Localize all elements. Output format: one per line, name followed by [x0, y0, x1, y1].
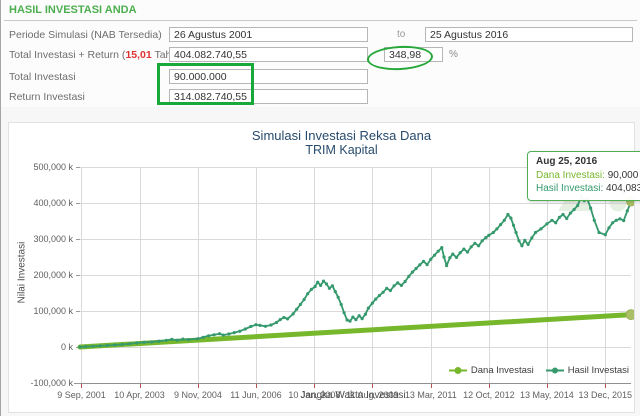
y-axis-labels: 500,000 k 400,000 k 300,000 k 200,000 k 100,…	[30, 162, 73, 388]
series-end-marker	[625, 309, 634, 320]
svg-text:11 Jun, 2006: 11 Jun, 2006	[230, 390, 281, 400]
tooltip-row-hasil: Hasil Investasi404,083	[536, 182, 640, 195]
chart-title: Simulasi Investasi Reksa Dana	[251, 128, 432, 143]
periode-label: Periode Simulasi (NAB Tersedia)	[9, 29, 162, 41]
chart-plot-area[interactable]: 500,000 k 400,000 k 300,000 k 200,000 k 100,…	[9, 123, 634, 412]
tooltip-date: Aug 25, 2016	[536, 156, 598, 167]
svg-text:300,000 k: 300,000 k	[33, 234, 73, 244]
svg-text:11 Aug, 2009: 11 Aug, 2009	[346, 390, 398, 400]
legend-item-hasil-investasi[interactable]: Hasil Investasi	[545, 365, 629, 376]
legend-item-dana-investasi[interactable]: Dana Investasi	[448, 365, 534, 376]
section-title: HASIL INVESTASI ANDA	[9, 4, 137, 16]
svg-text:9 Nov, 2004: 9 Nov, 2004	[174, 390, 222, 400]
y-axis-title: Nilai Investasi	[16, 241, 28, 304]
x-axis-labels: 9 Sep, 2001 10 Apr, 2003 9 Nov, 2004 11 Jun…	[57, 390, 632, 400]
total-return-label: Total Investasi + Return (15,01 Tahun)	[9, 47, 187, 63]
tooltip-value-hasil: 404,083	[606, 183, 640, 194]
return-investasi-label: Return Investasi	[9, 91, 85, 103]
svg-text:-100,000 k: -100,000 k	[30, 378, 73, 388]
to-label: to	[397, 29, 406, 40]
percent-sign: %	[449, 49, 458, 60]
y-axis-ticks	[76, 167, 80, 384]
total-investasi-label: Total Investasi	[9, 71, 76, 83]
chart-subtitle: TRIM Kapital	[305, 143, 378, 157]
svg-text:500,000 k: 500,000 k	[33, 162, 73, 172]
tooltip-label-dana: Dana Investasi	[536, 170, 608, 181]
dana-series-marker-icon	[448, 367, 467, 374]
svg-text:10 Jan, 2008: 10 Jan, 2008	[288, 390, 340, 400]
total-return-value-input[interactable]	[169, 47, 368, 62]
section-divider	[4, 20, 637, 21]
svg-text:9 Sep, 2001: 9 Sep, 2001	[57, 390, 106, 400]
return-investasi-input[interactable]	[169, 89, 368, 104]
svg-text:13 Dec, 2015: 13 Dec, 2015	[579, 390, 633, 400]
svg-text:13 Mar, 2011: 13 Mar, 2011	[405, 390, 457, 400]
svg-text:100,000 k: 100,000 k	[33, 306, 73, 316]
svg-text:10 Apr, 2003: 10 Apr, 2003	[114, 390, 165, 400]
chart-panel: Simulasi Investasi Reksa Dana TRIM Kapit…	[8, 122, 640, 413]
svg-text:13 May, 2014: 13 May, 2014	[520, 390, 574, 400]
return-percentage-input[interactable]	[384, 47, 443, 62]
tooltip-label-hasil: Hasil Investasi	[536, 183, 606, 194]
series-dana-investasi	[77, 309, 634, 350]
svg-text:0 k: 0 k	[61, 342, 74, 352]
total-return-years: 15,01	[125, 49, 152, 61]
svg-text:200,000 k: 200,000 k	[33, 270, 73, 280]
svg-text:12 Oct, 2012: 12 Oct, 2012	[463, 390, 515, 400]
x-axis-title: Jangka Waktu Investasi	[300, 390, 406, 401]
legend-label-dana: Dana Investasi	[470, 365, 534, 376]
periode-to-input[interactable]	[425, 27, 633, 42]
periode-from-input[interactable]	[169, 27, 368, 42]
total-investasi-input[interactable]	[169, 69, 368, 84]
tooltip-value-dana: 90,000	[607, 170, 639, 181]
hasil-series-marker-icon	[545, 367, 564, 374]
total-return-label-prefix: Total Investasi + Return (	[9, 49, 126, 61]
results-form-section: HASIL INVESTASI ANDA Periode Simulasi (N…	[1, 0, 640, 107]
chart-legend: Dana Investasi Hasil Investasi	[448, 365, 629, 376]
svg-text:400,000 k: 400,000 k	[33, 198, 73, 208]
series-hasil-investasi	[78, 194, 634, 349]
x-axis-ticks	[81, 384, 606, 388]
legend-label-hasil: Hasil Investasi	[567, 365, 629, 376]
